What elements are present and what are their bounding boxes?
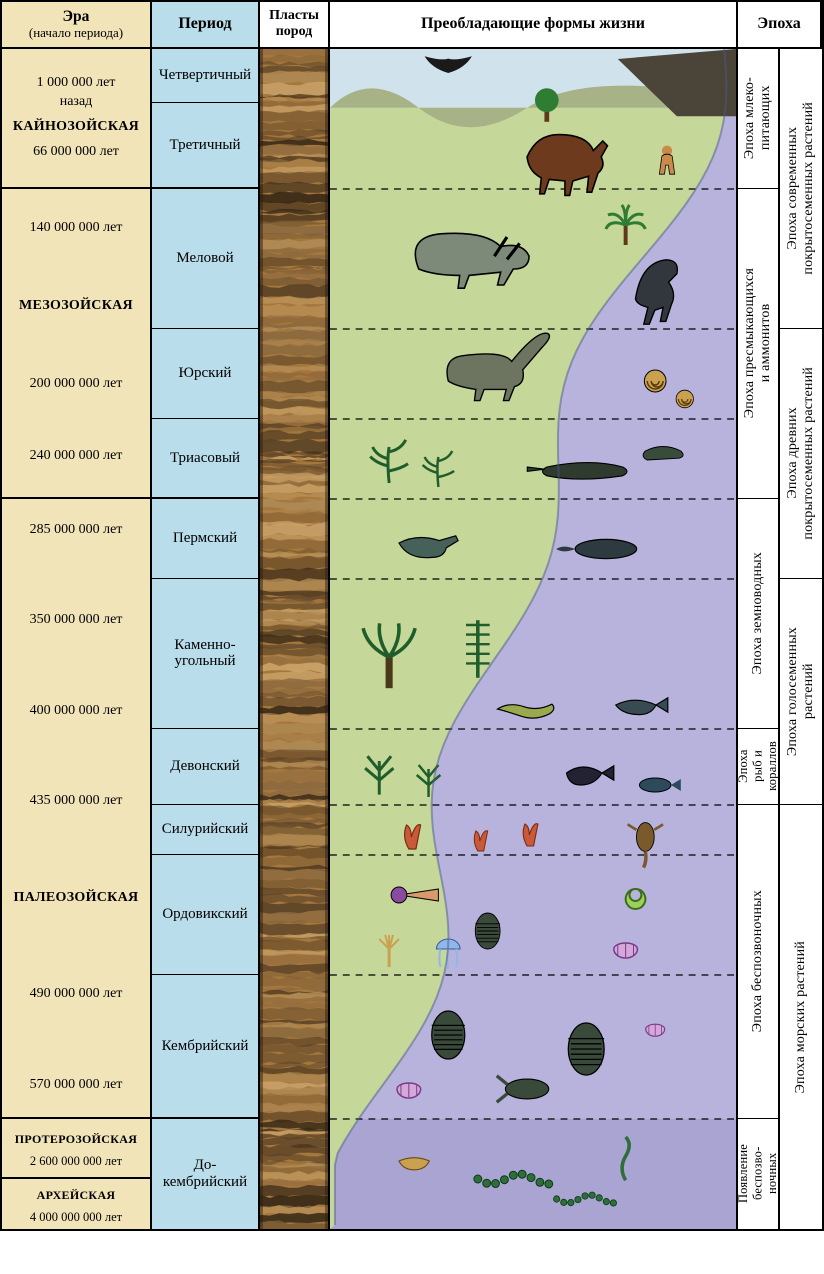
- period-cell: Триасовый: [152, 419, 258, 499]
- header-life: Преобладающие формы жизни: [330, 2, 738, 49]
- life-forms-illustration: [330, 49, 736, 1229]
- header-era-label: Эра: [63, 8, 90, 25]
- epoch-animal-cell: Эпоха беспозвоночных: [738, 805, 778, 1119]
- era-mesozoic: 140 000 000 летМЕЗОЗОЙСКАЯ200 000 000 ле…: [2, 189, 150, 499]
- rock-strata-illustration: [260, 49, 328, 1229]
- column-period: ЧетвертичныйТретичныйМеловойЮрскийТриасо…: [152, 49, 260, 1229]
- period-cell: До- кембрийский: [152, 1119, 258, 1229]
- header-period: Период: [152, 2, 260, 49]
- period-cell: Девонский: [152, 729, 258, 805]
- column-strata: [260, 49, 330, 1229]
- era-paleozoic: 285 000 000 лет350 000 000 лет400 000 00…: [2, 499, 150, 1119]
- epoch-plant-cell: Эпоха голосеменных растений: [780, 579, 822, 805]
- column-epoch-plant: Эпоха современных покрытосеменных растен…: [780, 49, 822, 1229]
- period-cell: Четвертичный: [152, 49, 258, 103]
- period-cell: Пермский: [152, 499, 258, 579]
- epoch-animal-cell: Эпоха пресмыкающихся и аммонитов: [738, 189, 778, 499]
- header-strata: Пласты пород: [260, 2, 330, 49]
- column-epoch-animal: Эпоха млеко- питающихЭпоха пресмыкающихс…: [738, 49, 780, 1229]
- geological-time-chart: Эра (начало периода) Период Пласты пород…: [0, 0, 824, 1231]
- period-cell: Кембрийский: [152, 975, 258, 1119]
- period-cell: Меловой: [152, 189, 258, 329]
- column-life-forms: [330, 49, 738, 1229]
- period-cell: Каменно- угольный: [152, 579, 258, 729]
- epoch-animal-cell: Эпоха земноводных: [738, 499, 778, 729]
- header-epoch: Эпоха: [738, 2, 822, 49]
- period-cell: Ордовикский: [152, 855, 258, 975]
- era-proterozoic: ПРОТЕРОЗОЙСКАЯ2 600 000 000 лет: [2, 1119, 150, 1179]
- epoch-animal-cell: Появление беспозво- ночных: [738, 1119, 778, 1229]
- period-cell: Силурийский: [152, 805, 258, 855]
- era-archean: АРХЕЙСКАЯ4 000 000 000 лет: [2, 1179, 150, 1229]
- header-era: Эра (начало периода): [2, 2, 152, 49]
- era-cenozoic: 1 000 000 лет назадКАЙНОЗОЙСКАЯ66 000 00…: [2, 49, 150, 189]
- epoch-plant-cell: Эпоха древних покрытосеменных растений: [780, 329, 822, 579]
- epoch-animal-cell: Эпоха рыб и кораллов: [738, 729, 778, 805]
- period-cell: Третичный: [152, 103, 258, 189]
- header-era-sub: (начало периода): [29, 26, 123, 41]
- epoch-plant-cell: Эпоха морских растений: [780, 805, 822, 1229]
- epoch-animal-cell: Эпоха млеко- питающих: [738, 49, 778, 189]
- epoch-plant-cell: Эпоха современных покрытосеменных растен…: [780, 49, 822, 329]
- period-cell: Юрский: [152, 329, 258, 419]
- column-era: 1 000 000 лет назадКАЙНОЗОЙСКАЯ66 000 00…: [2, 49, 152, 1229]
